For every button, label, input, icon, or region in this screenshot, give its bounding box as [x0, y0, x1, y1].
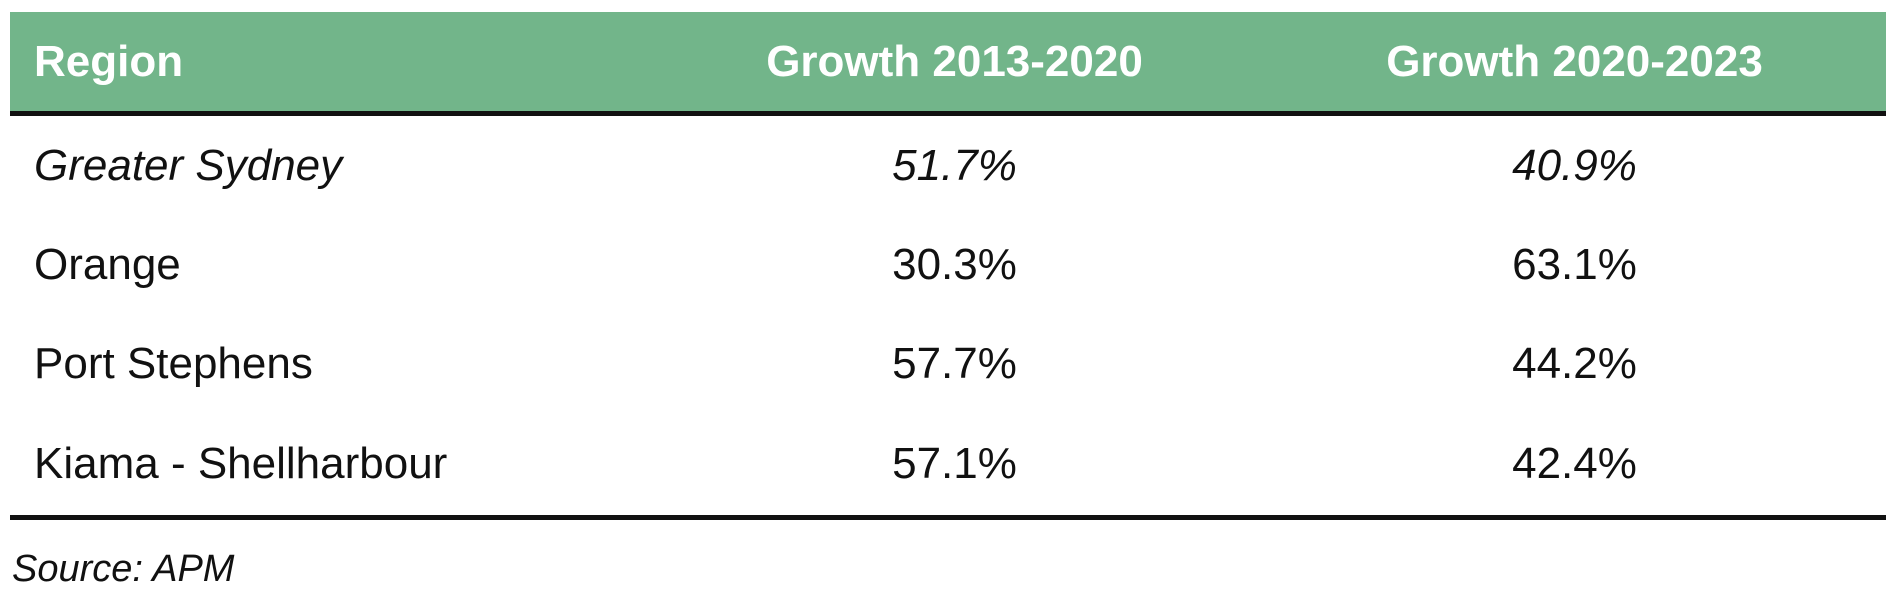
- table-row: Orange 30.3% 63.1%: [10, 215, 1886, 314]
- header-region: Region: [10, 12, 646, 116]
- cell-growth-2013-2020: 57.7%: [892, 338, 1017, 388]
- cell-growth-2020-2023: 40.9%: [1512, 140, 1637, 190]
- cell-region: Orange: [34, 239, 181, 289]
- cell-growth-2020-2023: 63.1%: [1512, 239, 1637, 289]
- table-header: Region Growth 2013-2020 Growth 2020-2023: [10, 12, 1886, 116]
- cell-growth-2020-2023: 44.2%: [1512, 338, 1637, 388]
- growth-table: Region Growth 2013-2020 Growth 2020-2023…: [10, 12, 1886, 520]
- cell-region: Port Stephens: [34, 338, 313, 388]
- header-row: Region Growth 2013-2020 Growth 2020-2023: [10, 12, 1886, 116]
- cell-region: Greater Sydney: [34, 140, 343, 190]
- header-growth-2013-2020: Growth 2013-2020: [646, 12, 1263, 116]
- cell-growth-2013-2020: 30.3%: [892, 239, 1017, 289]
- table-row: Port Stephens 57.7% 44.2%: [10, 314, 1886, 413]
- header-growth-2020-2023: Growth 2020-2023: [1263, 12, 1886, 116]
- cell-growth-2013-2020: 51.7%: [892, 140, 1017, 190]
- cell-growth-2013-2020: 57.1%: [646, 413, 1263, 520]
- growth-table-container: Region Growth 2013-2020 Growth 2020-2023…: [10, 12, 1886, 520]
- cell-region: Kiama - Shellharbour: [10, 413, 646, 520]
- table-body: Greater Sydney 51.7% 40.9% Orange 30.3% …: [10, 114, 1886, 520]
- cell-growth-2020-2023: 42.4%: [1263, 413, 1886, 520]
- source-note: Source: APM: [12, 548, 235, 590]
- table-row: Kiama - Shellharbour 57.1% 42.4%: [10, 413, 1886, 520]
- table-row: Greater Sydney 51.7% 40.9%: [10, 114, 1886, 216]
